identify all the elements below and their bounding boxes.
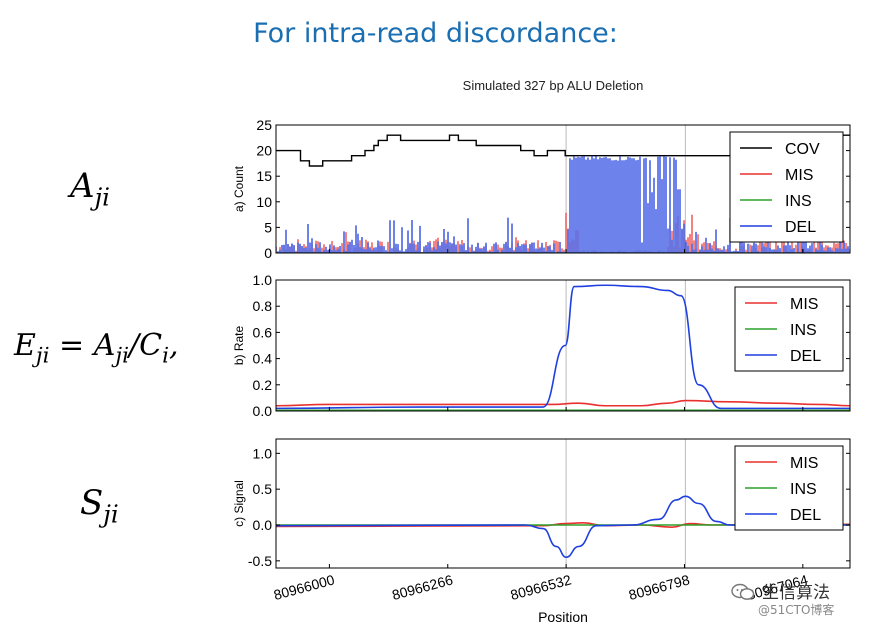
xtick-label: 80966798	[627, 571, 692, 603]
legend-label-mis: MIS	[785, 167, 813, 184]
legend-label-ins: INS	[790, 322, 817, 339]
xlabel: Position	[538, 609, 588, 625]
watermark-site: @51CTO博客	[758, 603, 835, 617]
chart-title: Simulated 327 bp ALU Deletion	[463, 78, 644, 93]
series-del-rate	[276, 284, 850, 410]
slide-title: For intra-read discordance:	[253, 18, 618, 49]
ytick-label-count: 25	[256, 117, 272, 133]
legend-label-del: DEL	[785, 219, 816, 236]
ytick-label-rate: 0.6	[253, 324, 273, 340]
watermark-name: 生信算法	[762, 583, 830, 603]
ytick-label-rate: 1.0	[253, 272, 273, 288]
ylabel-signal: c) Signal	[232, 480, 246, 527]
series-del-signal	[276, 495, 850, 559]
panel-count: 0 5 10 15 20 25 a) Count COV MIS INS DEL	[232, 117, 851, 261]
ytick-label-rate: 0.8	[253, 298, 273, 314]
legend-label-mis: MIS	[790, 455, 818, 472]
legend-label-del: DEL	[790, 507, 821, 524]
series-del-count	[276, 155, 850, 253]
legend-label-mis: MIS	[790, 296, 818, 313]
ytick-label-count: 20	[256, 143, 272, 159]
legend-label-cov: COV	[785, 141, 820, 158]
legend-box-count	[729, 131, 844, 243]
panel-frame-rate	[275, 279, 851, 412]
xtick-label: 80966000	[272, 571, 337, 603]
series-mis-rate	[276, 399, 850, 407]
plot-area-count	[276, 125, 850, 253]
ytick-label-rate: 0.0	[253, 403, 273, 419]
ytick-label-count: 0	[264, 245, 272, 261]
panel-signal: -0.5 0.0 0.5 1.0 c) Signal MIS INS DEL	[232, 438, 851, 569]
legend-label-ins: INS	[785, 193, 812, 210]
equation-s: Sji	[80, 483, 119, 529]
plot-area-rate	[276, 280, 850, 411]
ytick-label-count: 15	[256, 168, 272, 184]
panel-rate: 0.0 0.2 0.4 0.6 0.8 1.0 b) Rate MIS INS DEL	[232, 272, 851, 419]
watermark: 生信算法 @51CTO博客	[730, 578, 860, 623]
wechat-icon	[731, 583, 755, 600]
ytick-label-count: 10	[256, 194, 272, 210]
ytick-label-rate: 0.4	[253, 351, 273, 367]
panel-frame-count	[275, 124, 851, 254]
legend-rate: MIS INS DEL	[734, 286, 844, 372]
xtick-label: 80966532	[509, 571, 574, 603]
ytick-label-signal: 1.0	[253, 445, 273, 461]
legend-label-del: DEL	[790, 348, 821, 365]
panel-frame-signal	[275, 438, 851, 569]
ylabel-rate: b) Rate	[232, 326, 246, 366]
legend-signal: MIS INS DEL	[734, 445, 844, 531]
equation-e: Eji = Aji/Ci,	[14, 328, 179, 369]
series-cov-count	[276, 134, 850, 167]
ytick-label-rate: 0.2	[253, 377, 273, 393]
equation-a: Aji	[70, 166, 110, 212]
ytick-label-count: 5	[264, 219, 272, 235]
ytick-label-signal: -0.5	[248, 553, 272, 569]
legend-label-ins: INS	[790, 481, 817, 498]
xtick-label: 80966266	[390, 571, 455, 603]
ytick-label-signal: 0.5	[253, 481, 273, 497]
legend-count: COV MIS INS DEL	[729, 131, 844, 243]
ylabel-count: a) Count	[232, 165, 246, 212]
ytick-label-signal: 0.0	[253, 517, 273, 533]
